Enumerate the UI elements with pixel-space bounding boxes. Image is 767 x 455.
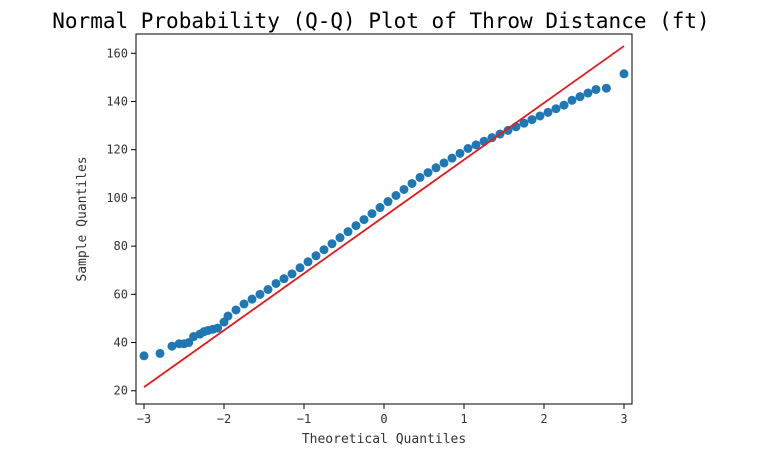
plot-area: [136, 34, 632, 404]
data-point: [575, 92, 585, 102]
y-tick-label: 100: [106, 191, 128, 205]
data-point: [551, 104, 561, 114]
data-point: [167, 341, 177, 351]
x-tick-label: −2: [217, 412, 231, 426]
data-point: [295, 263, 305, 273]
data-point: [391, 190, 401, 200]
data-point: [487, 133, 497, 143]
data-point: [223, 311, 233, 321]
data-point: [601, 83, 611, 93]
x-tick-label: 3: [620, 412, 627, 426]
data-point: [231, 305, 241, 315]
data-point: [619, 69, 629, 79]
data-point: [503, 125, 513, 135]
data-point: [213, 323, 223, 333]
x-tick-label: 0: [380, 412, 387, 426]
y-tick-label: 20: [114, 384, 128, 398]
data-point: [247, 294, 257, 304]
data-point: [303, 257, 313, 267]
plot-frame: [135, 33, 633, 405]
data-point: [535, 111, 545, 121]
data-point: [543, 107, 553, 117]
x-tick-label: 1: [460, 412, 467, 426]
data-point: [239, 299, 249, 309]
data-point: [367, 209, 377, 219]
y-tick-label: 160: [106, 46, 128, 60]
data-point: [327, 239, 337, 249]
data-point: [263, 285, 273, 295]
data-point: [279, 274, 289, 284]
data-point: [155, 348, 165, 358]
data-point: [383, 197, 393, 207]
y-tick-label: 80: [114, 239, 128, 253]
data-point: [479, 136, 489, 146]
data-point: [447, 153, 457, 163]
data-point: [471, 140, 481, 150]
data-point: [463, 143, 473, 153]
chart-title: Normal Probability (Q-Q) Plot of Throw D…: [52, 9, 709, 33]
data-point: [271, 278, 281, 288]
y-tick-label: 60: [114, 287, 128, 301]
data-point: [407, 178, 417, 188]
data-point: [319, 245, 329, 255]
data-point: [455, 148, 465, 158]
data-point: [255, 289, 265, 299]
data-point: [415, 172, 425, 182]
data-point: [567, 95, 577, 105]
data-point: [519, 118, 529, 128]
data-point: [375, 203, 385, 213]
data-point: [287, 269, 297, 279]
reference-line-segment: [143, 45, 625, 388]
data-point: [311, 251, 321, 261]
data-point: [343, 227, 353, 237]
x-axis-label: Theoretical Quantiles: [302, 432, 466, 447]
y-axis-label: Sample Quantiles: [75, 156, 90, 281]
data-point: [527, 115, 537, 125]
sample-quantile-points: [139, 69, 629, 361]
y-tick-label: 120: [106, 143, 128, 157]
data-point: [439, 158, 449, 168]
data-point: [335, 233, 345, 243]
data-point: [559, 100, 569, 110]
x-axis-ticks: −3 −2 −1 0 1 2 3: [137, 404, 628, 426]
y-tick-label: 140: [106, 94, 128, 108]
data-point: [139, 351, 149, 361]
reference-line: [143, 45, 625, 388]
data-point: [184, 338, 194, 348]
data-point: [359, 215, 369, 225]
x-tick-label: −3: [137, 412, 151, 426]
data-point: [399, 184, 409, 194]
data-point: [583, 88, 593, 98]
x-tick-label: 2: [540, 412, 547, 426]
y-tick-label: 40: [114, 336, 128, 350]
x-tick-label: −1: [297, 412, 311, 426]
data-point: [431, 163, 441, 173]
data-point: [423, 168, 433, 178]
data-point: [591, 84, 601, 94]
data-point: [351, 221, 361, 231]
y-axis-ticks: 20 40 60 80 100 120 140 160: [106, 46, 136, 398]
